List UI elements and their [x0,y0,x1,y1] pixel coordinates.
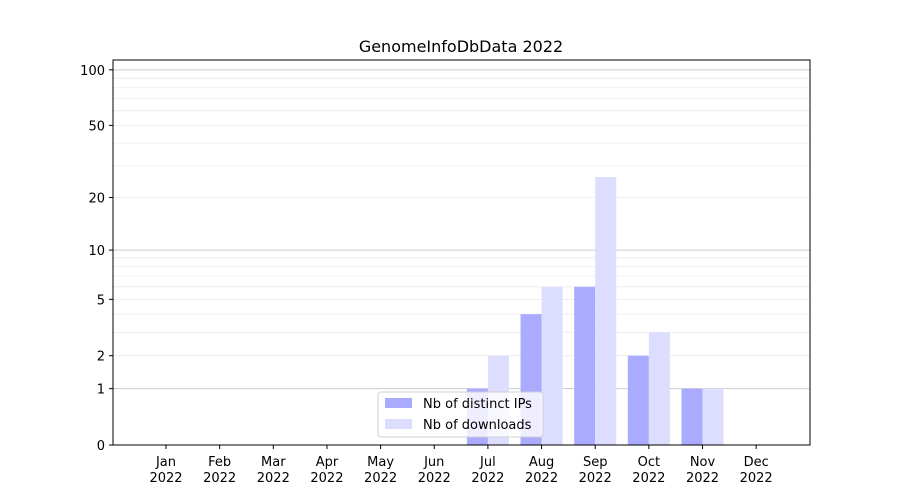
x-tick-label: Apr [316,455,339,470]
x-tick-label: 2022 [525,471,558,486]
x-tick-label: 2022 [740,471,773,486]
y-tick-label: 50 [88,119,105,134]
chart-title: GenomeInfoDbData 2022 [359,37,563,56]
x-tick-label: May [367,455,394,470]
bar-ips [574,286,596,445]
x-tick-label: 2022 [418,471,451,486]
bar-downloads [648,332,670,445]
x-tick-label: 2022 [203,471,236,486]
x-tick-label: 2022 [257,471,290,486]
bar-downloads [702,388,724,445]
y-tick-label: 1 [97,383,105,398]
y-tick-label: 100 [80,64,105,79]
legend: Nb of distinct IPs Nb of downloads [377,391,544,438]
x-tick-label: Jul [479,455,496,470]
legend-label: Nb of distinct IPs [423,397,532,412]
x-tick-label: Aug [529,455,554,470]
legend-label: Nb of downloads [423,418,532,433]
x-tick-label: Mar [261,455,286,470]
x-tick-label: Sep [583,455,608,470]
legend-swatch [385,398,412,408]
x-tick-label: 2022 [632,471,665,486]
x-tick-label: 2022 [471,471,504,486]
x-tick-label: 2022 [579,471,612,486]
bar-downloads [595,177,617,445]
x-tick-label: 2022 [364,471,397,486]
legend-box [377,391,544,438]
x-tick-label: Nov [690,455,716,470]
y-tick-label: 10 [88,244,105,259]
bar-ips [627,355,649,445]
y-tick-label: 20 [88,192,105,207]
plot-frame [112,59,811,446]
x-tick-label: Jun [423,455,444,470]
x-tick-label: 2022 [310,471,343,486]
x-tick-label: 2022 [149,471,182,486]
x-tick-label: Jan [155,455,176,470]
x-tick-label: Dec [744,455,769,470]
bar-ips [681,388,703,445]
legend-swatch [385,419,412,429]
x-tick-label: Oct [638,455,660,470]
x-tick-label: 2022 [686,471,719,486]
bar-downloads [541,286,563,445]
y-tick-label: 0 [97,439,105,454]
y-tick-label: 5 [97,293,105,308]
y-tick-label: 2 [97,350,105,365]
x-tick-label: Feb [208,455,231,470]
